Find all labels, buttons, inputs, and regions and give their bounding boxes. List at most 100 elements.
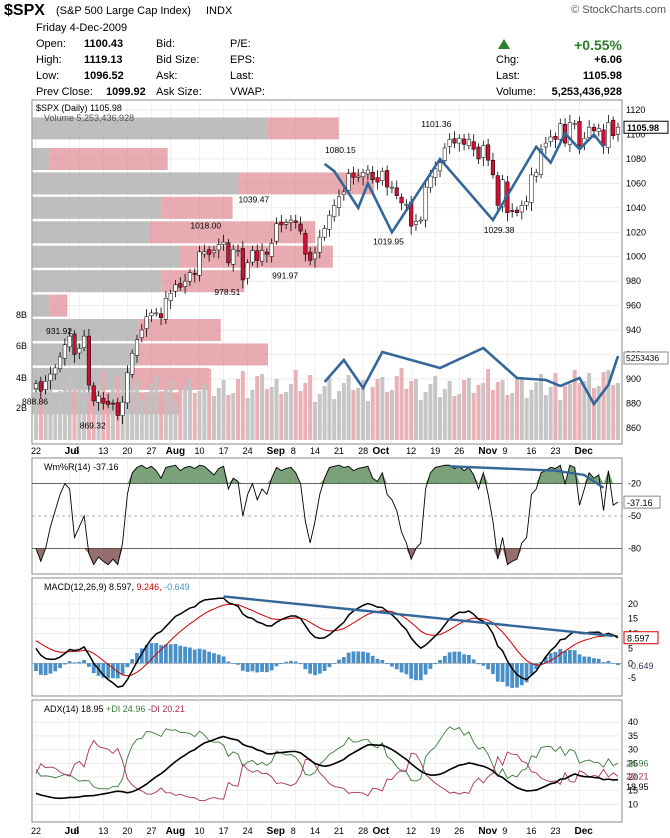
macd-histogram-bar	[495, 663, 500, 682]
volume-bar	[269, 387, 274, 440]
candle-body	[418, 219, 423, 222]
volume-bar	[611, 385, 616, 440]
volume-bar	[591, 388, 596, 440]
candle-body	[159, 313, 164, 319]
volume-bar	[48, 378, 53, 440]
volume-tick-label: 8B	[16, 310, 27, 320]
volume-bar	[317, 394, 322, 440]
volume-bar	[490, 390, 495, 440]
price-annotation: 888.86	[22, 397, 48, 407]
adx-title-main: ADX(14) 18.95	[44, 704, 106, 714]
volume-bar	[130, 387, 135, 440]
candle-body	[303, 233, 308, 255]
volume-bar	[534, 382, 539, 440]
volume-bar	[385, 392, 390, 440]
candle-body	[394, 187, 399, 196]
volume-bar	[303, 383, 308, 440]
volume-bar	[601, 372, 606, 440]
x-axis-label-top: 16	[526, 446, 536, 456]
macd-title-main: MACD(12,26,9) 8.597,	[44, 582, 137, 592]
macd-histogram-bar	[404, 663, 409, 675]
x-axis-label-top: 28	[358, 446, 368, 456]
x-axis-label-bottom: 12	[406, 826, 416, 836]
candle-body	[293, 220, 298, 223]
candle-body	[534, 172, 539, 177]
macd-trendline	[223, 595, 614, 638]
candle-body	[240, 248, 245, 281]
price-annotation: 1101.36	[421, 119, 451, 129]
candle-body	[86, 335, 91, 386]
volume-bar	[216, 388, 221, 440]
candle-body	[495, 175, 500, 206]
macd-histogram-bar	[163, 644, 168, 664]
volume-tick-label: 6B	[16, 341, 27, 351]
macd-histogram-bar	[197, 648, 202, 664]
price-annotation: 978.51	[214, 287, 240, 297]
macd-histogram-bar	[106, 663, 111, 679]
last-price-tag	[623, 120, 669, 134]
candle-body	[38, 381, 43, 392]
price-tick-label: 1120	[626, 105, 645, 115]
candle-body	[43, 381, 48, 390]
macd-histogram-bar	[173, 643, 178, 664]
macd-tick-label: 0	[628, 658, 633, 668]
macd-histogram-bar	[111, 663, 115, 679]
volume-bar	[466, 378, 471, 440]
macd-histogram-bar	[144, 644, 149, 664]
candle-body	[514, 209, 520, 213]
volume-bar	[433, 376, 438, 440]
volume-tick-label: 2B	[16, 403, 27, 413]
candle-body	[500, 179, 505, 208]
exchange-label: INDX	[206, 5, 233, 17]
price-tick-label: 1100	[626, 130, 645, 140]
macd-last-tag	[623, 631, 659, 645]
volume-bar	[62, 383, 67, 440]
x-axis-label-top: Sep	[267, 446, 285, 457]
candle-body	[245, 262, 250, 279]
macd-histogram-bar	[48, 663, 53, 674]
low-label: Low:	[36, 70, 60, 82]
vwap-label: VWAP:	[230, 86, 266, 98]
macd-histogram-bar	[452, 651, 457, 664]
volume-bar	[110, 390, 115, 440]
candle-body	[57, 356, 63, 369]
candle-body	[207, 249, 212, 255]
x-axis-label-top: 9	[502, 446, 507, 456]
volume-bar	[77, 388, 82, 440]
x-axis-label-bottom: Sep	[267, 826, 285, 837]
volume-bar	[524, 398, 529, 440]
macd-histogram-bar	[38, 663, 43, 675]
adx-title-mdi: -DI 20.21	[148, 704, 185, 714]
price-annotation: 991.97	[272, 271, 298, 281]
volume-bar	[500, 380, 505, 440]
volume-bar	[447, 381, 452, 440]
volume-bar	[168, 381, 173, 440]
x-axis-label-bottom: Nov	[478, 826, 497, 837]
macd-histogram-bar	[534, 663, 539, 670]
price-annotation: 1019.95	[373, 236, 404, 246]
candle-body	[149, 312, 154, 317]
macd-histogram-bar	[188, 647, 192, 664]
ask-size-label: Ask Size:	[156, 86, 202, 98]
volume-bar	[428, 384, 433, 440]
x-axis-label-top: 10	[195, 446, 205, 456]
macd-histogram-bar	[62, 663, 67, 665]
willr-tick-label: -80	[628, 543, 641, 553]
macd-histogram-bar	[260, 663, 264, 672]
macd-histogram-bar	[183, 646, 188, 664]
macd-histogram-bar	[447, 652, 452, 664]
candle-body	[524, 201, 529, 206]
open-label: Open:	[36, 38, 66, 50]
volume-bar	[38, 388, 43, 440]
volume-bar	[173, 402, 178, 440]
price-tick-label: 1020	[626, 227, 646, 237]
volume-bar	[139, 400, 144, 440]
macd-histogram-bar	[87, 663, 91, 667]
candle-body	[346, 173, 351, 191]
ask-label: Ask:	[156, 70, 178, 82]
macd-histogram-bar	[236, 663, 240, 665]
volume-bar	[577, 383, 582, 440]
macd-histogram-bar	[245, 663, 250, 672]
willr-last-tag	[623, 495, 661, 509]
